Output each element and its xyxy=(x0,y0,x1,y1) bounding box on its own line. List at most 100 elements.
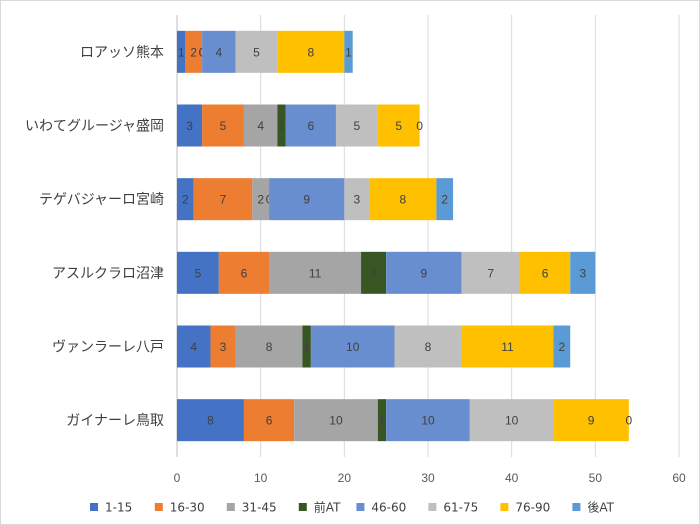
data-label: 10 xyxy=(505,414,519,428)
data-label: 1 xyxy=(303,340,310,354)
bar-segment xyxy=(210,325,236,368)
bar-segment xyxy=(377,399,387,442)
data-label: 6 xyxy=(542,266,549,280)
data-label: 5 xyxy=(253,45,260,59)
data-label: 8 xyxy=(308,45,315,59)
bar-segment xyxy=(344,178,370,221)
data-label: 9 xyxy=(420,266,427,280)
bar-segment xyxy=(436,178,454,221)
legend-swatch xyxy=(356,503,365,511)
bar-segment xyxy=(185,30,203,73)
data-label: 3 xyxy=(370,266,377,280)
data-label: 2 xyxy=(257,193,264,207)
bar-segment xyxy=(570,251,596,294)
bar-segment xyxy=(386,251,462,294)
x-tick-label: 0 xyxy=(174,471,181,485)
data-label: 10 xyxy=(421,414,435,428)
data-label: 7 xyxy=(220,193,227,207)
category-label: ガイナーレ鳥取 xyxy=(66,413,164,429)
data-label: 6 xyxy=(308,119,315,133)
data-label: 2 xyxy=(190,45,197,59)
legend-label: 後AT xyxy=(587,501,614,515)
data-label: 5 xyxy=(220,119,227,133)
bar-segment xyxy=(335,104,378,147)
bar-segment xyxy=(235,30,278,73)
bar-segment xyxy=(369,178,437,221)
data-label: 1 xyxy=(178,45,185,59)
bar-segment xyxy=(177,251,219,294)
bar-segment xyxy=(202,104,244,147)
legend-label: 16-30 xyxy=(170,501,205,515)
bar-segment xyxy=(269,251,362,294)
data-label: 10 xyxy=(346,340,360,354)
category-label: いわてグルージャ盛岡 xyxy=(25,119,164,135)
bar-segment xyxy=(269,178,345,221)
legend-swatch xyxy=(90,503,98,511)
data-label: 3 xyxy=(354,193,361,207)
data-label: 2 xyxy=(559,340,566,354)
bar-segment xyxy=(302,325,311,368)
data-label: 1 xyxy=(345,45,352,59)
data-label: 5 xyxy=(195,266,202,280)
legend-swatch xyxy=(572,503,581,511)
data-label: 3 xyxy=(220,340,227,354)
data-label: 2 xyxy=(441,193,448,207)
bar-segment xyxy=(177,399,244,442)
data-label: 3 xyxy=(186,119,193,133)
legend-label: 1-15 xyxy=(105,501,132,515)
legend-swatch xyxy=(428,503,437,511)
bar-segment xyxy=(386,399,470,442)
bar-segment xyxy=(377,104,420,147)
bar-segment xyxy=(218,251,270,294)
bar-segment xyxy=(461,325,554,368)
bar-segment xyxy=(177,178,194,221)
bar-segment xyxy=(177,325,211,368)
data-label: 4 xyxy=(215,45,222,59)
legend-label: 46-60 xyxy=(371,501,406,515)
legend-swatch xyxy=(226,503,235,511)
bar-segment xyxy=(193,178,253,221)
data-label: 0 xyxy=(625,414,632,428)
bar-segment xyxy=(252,178,270,221)
x-tick-label: 50 xyxy=(589,471,603,485)
bar-segment xyxy=(394,325,462,368)
data-label: 8 xyxy=(266,340,273,354)
data-label: 10 xyxy=(329,414,343,428)
bar-segment xyxy=(285,104,336,147)
legend-label: 61-75 xyxy=(443,501,478,515)
category-label: ヴァンラーレ八戸 xyxy=(52,339,164,356)
data-label: 11 xyxy=(309,266,322,280)
x-tick-label: 60 xyxy=(672,471,686,485)
bar-segment xyxy=(461,251,521,294)
data-label: 7 xyxy=(487,266,494,280)
data-label: 3 xyxy=(579,266,586,280)
bar-segment xyxy=(277,104,286,147)
bar-segment xyxy=(520,251,571,294)
data-label: 4 xyxy=(190,340,197,354)
data-label: 8 xyxy=(425,340,432,354)
bar-segment xyxy=(243,399,295,442)
bar-segment xyxy=(177,30,186,73)
data-label: 5 xyxy=(354,119,361,133)
legend-label: 前AT xyxy=(314,500,341,515)
category-label: アスルクラロ沼津 xyxy=(52,266,164,282)
bar-segment xyxy=(294,399,378,442)
data-label: 1 xyxy=(278,119,285,133)
data-label: 11 xyxy=(501,340,514,354)
data-label: 6 xyxy=(241,266,248,280)
data-label: 6 xyxy=(266,414,273,428)
bar-segment xyxy=(344,30,353,73)
data-label: 1 xyxy=(379,414,386,428)
legend-swatch xyxy=(298,503,307,511)
category-label: ロアッソ熊本 xyxy=(80,45,164,61)
bar-segment xyxy=(202,30,236,73)
bar-segment xyxy=(469,399,554,442)
x-tick-label: 20 xyxy=(338,471,352,485)
category-label: テゲバジャーロ宮崎 xyxy=(39,192,164,208)
bar-segment xyxy=(243,104,278,147)
bar-segment xyxy=(553,325,571,368)
data-label: 2 xyxy=(182,193,189,207)
data-label: 5 xyxy=(395,119,402,133)
